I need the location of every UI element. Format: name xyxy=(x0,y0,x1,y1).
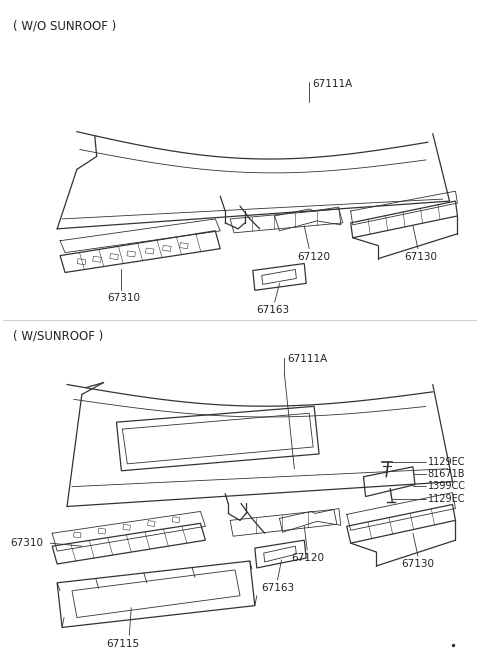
Bar xyxy=(180,242,188,249)
Text: 67120: 67120 xyxy=(297,252,330,261)
Text: 1129EC: 1129EC xyxy=(428,457,465,467)
Text: 67163: 67163 xyxy=(256,305,289,315)
Text: 1399CC: 1399CC xyxy=(428,481,466,491)
Text: ( W/SUNROOF ): ( W/SUNROOF ) xyxy=(12,330,103,343)
Bar xyxy=(73,532,81,538)
Bar xyxy=(163,246,171,252)
Text: 67310: 67310 xyxy=(108,293,141,303)
Text: 67130: 67130 xyxy=(401,559,434,569)
Text: 67120: 67120 xyxy=(291,553,324,563)
Text: 81671B: 81671B xyxy=(428,469,465,479)
Bar xyxy=(110,253,119,259)
Bar xyxy=(127,251,135,257)
Bar xyxy=(93,256,101,262)
Text: 67310: 67310 xyxy=(11,538,44,548)
Text: ( W/O SUNROOF ): ( W/O SUNROOF ) xyxy=(12,20,116,33)
Bar xyxy=(172,517,180,523)
Text: 1129EC: 1129EC xyxy=(428,493,465,504)
Text: 67130: 67130 xyxy=(404,252,437,261)
Bar xyxy=(123,525,131,531)
Bar xyxy=(147,521,155,527)
Text: 67115: 67115 xyxy=(107,639,140,649)
Text: 67163: 67163 xyxy=(262,583,295,593)
Text: 67111A: 67111A xyxy=(288,354,328,364)
Bar xyxy=(98,528,106,534)
Text: 67111A: 67111A xyxy=(312,79,352,89)
Bar xyxy=(145,248,154,254)
Bar xyxy=(77,259,86,265)
